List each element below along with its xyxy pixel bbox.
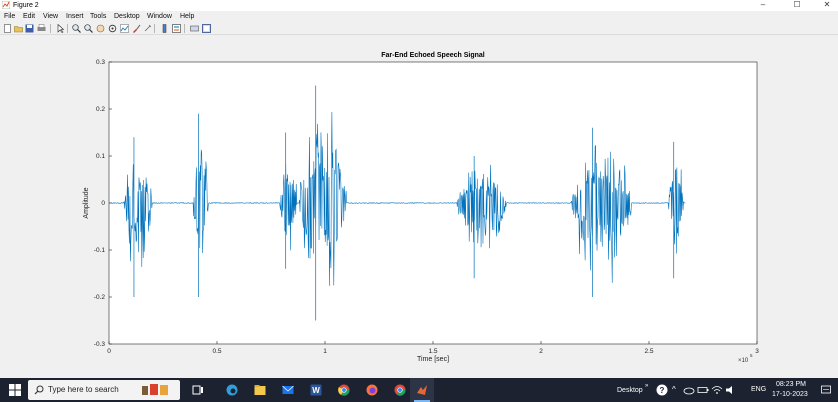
y-tick-label: 0 bbox=[101, 200, 105, 207]
volume-icon[interactable] bbox=[725, 384, 737, 396]
y-axis-label: Amplitude bbox=[83, 187, 90, 218]
battery-icon[interactable] bbox=[697, 384, 709, 396]
tray-overflow-chevron-icon[interactable]: » bbox=[645, 383, 649, 389]
search-placeholder: Type here to search bbox=[48, 385, 119, 394]
show-hidden-icons-chevron-icon[interactable]: ^ bbox=[672, 385, 676, 394]
y-tick-label: -0.3 bbox=[94, 341, 106, 348]
taskbar-search-box[interactable]: Type here to search bbox=[28, 380, 180, 400]
menu-tools[interactable]: Tools bbox=[90, 13, 107, 20]
x-tick-label: 3 bbox=[755, 348, 759, 355]
tray-date[interactable]: 17-10-2023 bbox=[772, 391, 808, 398]
pointer-icon[interactable] bbox=[56, 24, 65, 33]
title-bar: Figure 2 – ☐ ✕ bbox=[0, 0, 838, 11]
menu-edit[interactable]: Edit bbox=[23, 13, 36, 20]
chrome-profile-icon[interactable] bbox=[394, 384, 406, 396]
toolbar-separator bbox=[50, 24, 51, 33]
x-tick-label: 0 bbox=[107, 348, 111, 355]
y-tick-label: 0.1 bbox=[96, 153, 105, 160]
toolbar-separator bbox=[154, 24, 155, 33]
menu-help[interactable]: Help bbox=[180, 13, 195, 20]
wifi-icon[interactable] bbox=[711, 384, 723, 396]
y-tick-label: 0.3 bbox=[96, 59, 105, 66]
insert-legend-icon[interactable] bbox=[172, 24, 181, 33]
chart-title: Far-End Echoed Speech Signal bbox=[381, 52, 485, 59]
active-app-indicator bbox=[414, 400, 430, 402]
cloud-icon[interactable] bbox=[683, 384, 695, 396]
matlab-figure-icon bbox=[2, 1, 10, 9]
figure-toolbar bbox=[0, 22, 838, 35]
hide-plot-tools-icon[interactable] bbox=[190, 24, 199, 33]
windows-start-icon[interactable] bbox=[9, 384, 21, 396]
window-title: Figure 2 bbox=[13, 2, 39, 9]
word-icon[interactable]: W bbox=[310, 384, 322, 396]
close-button[interactable]: ✕ bbox=[823, 0, 831, 9]
minimize-button[interactable]: – bbox=[760, 0, 766, 9]
axis-ticks: 0 0.5 1 1.5 2 2.5 3 -0.3 -0.2 -0.1 0 0.1 0.2 0.3 bbox=[94, 59, 759, 355]
tray-time[interactable]: 08:23 PM bbox=[776, 381, 806, 388]
x-exponent-value: 5 bbox=[750, 353, 753, 358]
x-tick-label: 2 bbox=[539, 348, 543, 355]
menu-file[interactable]: File bbox=[4, 13, 16, 20]
rotate-3d-icon[interactable] bbox=[108, 24, 117, 33]
notifications-icon[interactable] bbox=[820, 384, 832, 396]
plot-svg: Far-End Echoed Speech Signal Time [sec] … bbox=[83, 52, 759, 364]
x-exponent-label: ×10 bbox=[738, 358, 749, 364]
chrome-icon[interactable] bbox=[338, 384, 350, 396]
toolbar-separator bbox=[67, 24, 68, 33]
brush-icon[interactable] bbox=[132, 24, 141, 33]
tray-desktop-label[interactable]: Desktop bbox=[617, 387, 643, 394]
x-tick-label: 2.5 bbox=[644, 348, 653, 355]
y-tick-label: -0.2 bbox=[94, 294, 106, 301]
insert-colorbar-icon[interactable] bbox=[160, 24, 169, 33]
firefox-icon[interactable] bbox=[366, 384, 378, 396]
x-tick-label: 0.5 bbox=[212, 348, 221, 355]
save-icon[interactable] bbox=[25, 24, 34, 33]
data-cursor-icon[interactable] bbox=[120, 24, 129, 33]
help-icon[interactable]: ? bbox=[656, 384, 668, 396]
signal-line bbox=[108, 112, 686, 286]
open-file-icon[interactable] bbox=[14, 24, 23, 33]
mail-icon[interactable] bbox=[282, 384, 294, 396]
toolbar-separator bbox=[184, 24, 185, 33]
new-figure-icon[interactable] bbox=[3, 24, 12, 33]
print-icon[interactable] bbox=[37, 24, 46, 33]
matlab-icon[interactable] bbox=[416, 384, 428, 396]
figure-canvas: Far-End Echoed Speech Signal Time [sec] … bbox=[0, 36, 838, 376]
x-axis-label: Time [sec] bbox=[417, 356, 449, 363]
windows-taskbar: Type here to search W Desktop » ? ^ ENG … bbox=[0, 378, 838, 402]
pan-icon[interactable] bbox=[96, 24, 105, 33]
signal-series bbox=[108, 85, 686, 321]
svg-text:W: W bbox=[312, 386, 320, 395]
link-icon[interactable] bbox=[143, 24, 152, 33]
edge-icon[interactable] bbox=[226, 384, 238, 396]
file-explorer-icon[interactable] bbox=[254, 384, 266, 396]
menu-window[interactable]: Window bbox=[147, 13, 172, 20]
maximize-button[interactable]: ☐ bbox=[793, 0, 801, 9]
y-tick-label: -0.1 bbox=[94, 247, 106, 254]
zoom-in-icon[interactable] bbox=[72, 24, 81, 33]
svg-text:?: ? bbox=[660, 386, 665, 395]
y-tick-label: 0.2 bbox=[96, 106, 105, 113]
menu-bar: File Edit View Insert Tools Desktop Wind… bbox=[0, 11, 838, 22]
search-highlight-icon bbox=[142, 384, 168, 395]
search-icon bbox=[34, 385, 44, 395]
menu-desktop[interactable]: Desktop bbox=[114, 13, 140, 20]
zoom-out-icon[interactable] bbox=[84, 24, 93, 33]
tray-language[interactable]: ENG bbox=[751, 386, 767, 393]
x-tick-label: 1.5 bbox=[428, 348, 437, 355]
show-plot-tools-icon[interactable] bbox=[202, 24, 211, 33]
menu-insert[interactable]: Insert bbox=[66, 13, 84, 20]
menu-view[interactable]: View bbox=[43, 13, 59, 20]
x-tick-label: 1 bbox=[323, 348, 327, 355]
task-view-icon[interactable] bbox=[192, 384, 204, 396]
